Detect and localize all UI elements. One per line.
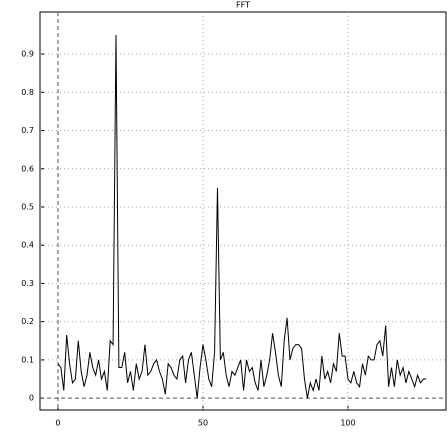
y-tick-label: 0.7 <box>21 126 34 135</box>
y-tick-label: 0 <box>29 394 34 403</box>
y-tick-label: 0.3 <box>21 279 34 288</box>
y-tick-label: 0.8 <box>21 88 34 97</box>
y-tick-label: 0.5 <box>21 202 34 211</box>
y-tick-label: 0.2 <box>21 317 34 326</box>
y-tick-label: 0.1 <box>21 355 34 364</box>
fft-line <box>57 34 427 399</box>
y-tick-label: 0.6 <box>21 164 34 173</box>
y-tick-label: 0.9 <box>21 50 34 59</box>
x-tick-label: 100 <box>340 419 355 428</box>
plot-frame <box>39 11 447 411</box>
x-tick-label: 50 <box>198 419 208 428</box>
chart-title: FFT <box>236 1 250 10</box>
x-tick-label: 0 <box>55 419 60 428</box>
y-tick-label: 0.4 <box>21 241 34 250</box>
